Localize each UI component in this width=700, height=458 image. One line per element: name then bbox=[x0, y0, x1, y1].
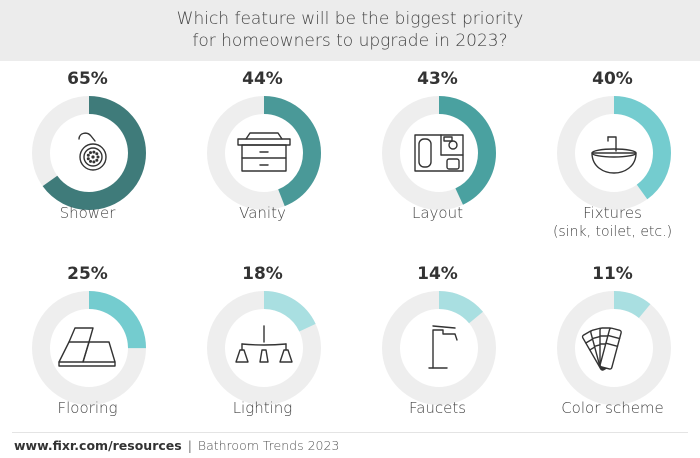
floor-plan-icon bbox=[413, 134, 464, 172]
value-label: 25% bbox=[67, 264, 108, 284]
chart-title-line-1: Which feature will be the biggest priori… bbox=[176, 9, 524, 29]
header-bar: Which feature will be the biggest priori… bbox=[0, 0, 700, 61]
category-sublabel: (sink, toilet, etc.) bbox=[552, 224, 673, 240]
color-swatch-icon bbox=[581, 327, 622, 371]
donut-arc bbox=[556, 291, 671, 405]
donut-item-fixtures: 40% Fixtures (sink, toilet, etc.) bbox=[525, 61, 700, 251]
donut-ring bbox=[381, 96, 496, 210]
category-label: Faucets bbox=[408, 399, 467, 417]
shower-head-icon bbox=[77, 132, 107, 171]
footer-text: Bathroom Trends 2023 bbox=[197, 438, 340, 453]
footer-divider bbox=[12, 432, 688, 433]
donut-item-vanity: 44% Vanity bbox=[175, 61, 350, 251]
donut-item-color-scheme: 11% Color scheme bbox=[525, 256, 700, 446]
footer-separator: | bbox=[187, 438, 192, 453]
category-label: Layout bbox=[412, 204, 463, 222]
donut-ring bbox=[31, 291, 146, 405]
donut-item-layout: 43% Layout bbox=[350, 61, 525, 251]
faucet-icon bbox=[427, 325, 458, 369]
donut-arc bbox=[206, 96, 321, 210]
donut-ring bbox=[556, 96, 671, 210]
donut-item-flooring: 25% Flooring bbox=[0, 256, 175, 446]
donut-arc bbox=[31, 96, 146, 210]
chart-title-line-2: for homeowners to upgrade in 2023? bbox=[192, 31, 508, 51]
sink-basin-icon bbox=[590, 136, 637, 174]
category-label: Vanity bbox=[239, 204, 286, 222]
value-label: 40% bbox=[592, 69, 633, 89]
category-label: Flooring bbox=[57, 399, 118, 417]
donut-ring bbox=[206, 96, 321, 210]
value-label: 18% bbox=[242, 264, 283, 284]
floor-tiles-icon bbox=[57, 327, 116, 367]
chandelier-icon bbox=[234, 325, 293, 363]
value-label: 43% bbox=[417, 69, 458, 89]
donut-arc bbox=[206, 291, 321, 405]
footer: www.fixr.com/resources | Bathroom Trends… bbox=[14, 438, 339, 453]
donut-item-faucets: 14% Faucets bbox=[350, 256, 525, 446]
donut-ring bbox=[381, 291, 496, 405]
donut-item-shower: 65% Shower bbox=[0, 61, 175, 251]
vanity-cabinet-icon bbox=[236, 132, 291, 172]
donut-arc bbox=[381, 291, 496, 405]
donut-arc bbox=[31, 291, 146, 405]
value-label: 44% bbox=[242, 69, 283, 89]
donut-arc bbox=[381, 96, 496, 210]
footer-site-link[interactable]: www.fixr.com/resources bbox=[14, 438, 182, 453]
category-label: Shower bbox=[59, 204, 116, 222]
category-label: Lighting bbox=[232, 399, 293, 417]
category-label: Fixtures (sink, toilet, etc.) bbox=[525, 204, 700, 242]
donut-arc bbox=[556, 96, 671, 210]
value-label: 11% bbox=[592, 264, 633, 284]
donut-grid: 65% Shower 44% Vanity 43% Layout 40% Fixtures (s… bbox=[0, 61, 700, 431]
value-label: 14% bbox=[417, 264, 458, 284]
category-label: Color scheme bbox=[561, 399, 664, 417]
value-label: 65% bbox=[67, 69, 108, 89]
donut-ring bbox=[206, 291, 321, 405]
donut-ring bbox=[31, 96, 146, 210]
donut-ring bbox=[556, 291, 671, 405]
donut-item-lighting: 18% Lighting bbox=[175, 256, 350, 446]
